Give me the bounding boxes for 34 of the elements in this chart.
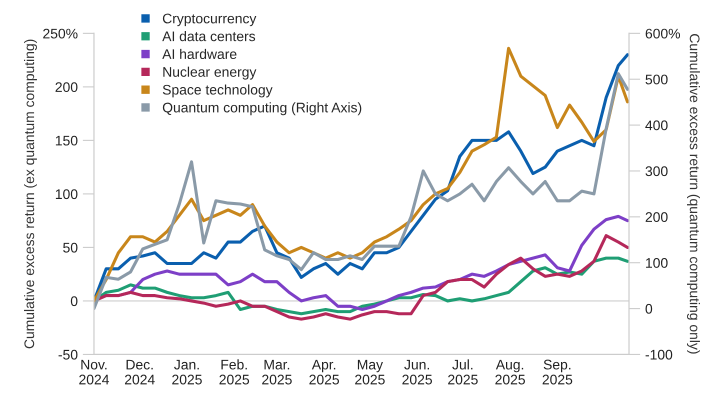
y2-tick-label: 200 [646, 212, 668, 222]
y-axis-title: Cumulative excess return (ex quantum computing) [24, 40, 37, 348]
legend-label: Space technology [162, 84, 273, 98]
y2-tick-label: 100 [646, 258, 668, 268]
y2-tick-label: 600% [646, 28, 680, 39]
x-tick-label: Aug. 2025 [495, 360, 525, 384]
x-tick-label: Nov. 2024 [79, 360, 110, 384]
x-tick-label: Jan. 2025 [172, 360, 202, 384]
y-tick-label: 100 [56, 189, 78, 200]
x-tick-label: Sep. 2025 [542, 360, 572, 384]
y-tick-label: -50 [58, 350, 78, 360]
legend-label: AI data centers [162, 31, 256, 42]
y-tick-label: 150 [56, 136, 78, 146]
x-tick-label: Feb. 2025 [219, 359, 250, 384]
legend-label: AI hardware [162, 48, 236, 60]
y2-tick-label: 300 [646, 166, 668, 176]
y2-axis-title: Cumulative excess return (quantum computing only) [687, 34, 700, 354]
x-tick-label: Mar. 2025 [262, 360, 292, 384]
x-tick-label: Jul. 2025 [448, 359, 478, 384]
y-tick-label: 50 [63, 242, 78, 253]
x-tick-label: May 2025 [355, 360, 385, 384]
y2-tick-label: 400 [645, 120, 668, 130]
y2-tick-label: -100 [646, 350, 672, 360]
y2-tick-label: 0 [646, 304, 652, 314]
y-tick-label: 0 [70, 296, 78, 306]
x-tick-label: Jun. 2025 [402, 360, 432, 384]
legend-label: Nuclear energy [163, 66, 256, 80]
legend-label: Quantum computing (Right Axis) [162, 102, 362, 116]
legend-label: Cryptocurrency [162, 14, 256, 26]
x-tick-label: Apr. 2025 [309, 360, 340, 384]
y-tick-label: 250% [43, 28, 78, 39]
y2-tick-label: 500 [646, 74, 668, 84]
y-tick-label: 200 [56, 82, 78, 92]
x-tick-label: Dec. 2024 [124, 360, 155, 384]
